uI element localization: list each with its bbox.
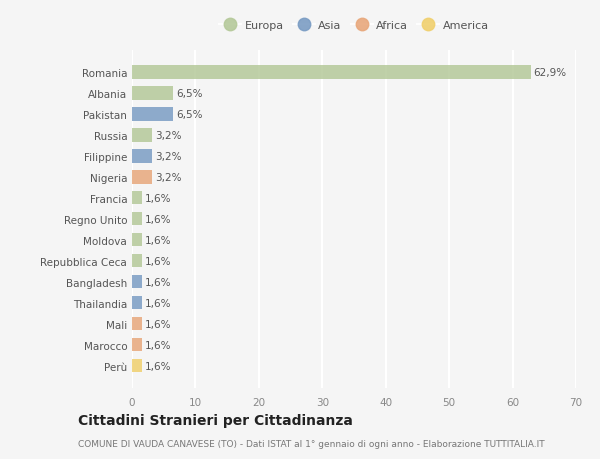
Bar [132,150,152,163]
Bar [132,338,142,352]
Text: 1,6%: 1,6% [145,256,171,266]
Text: Cittadini Stranieri per Cittadinanza: Cittadini Stranieri per Cittadinanza [78,414,353,428]
Bar [132,254,142,268]
Bar [132,170,152,184]
Text: 62,9%: 62,9% [533,67,566,78]
Text: 6,5%: 6,5% [176,110,202,119]
Text: 3,2%: 3,2% [155,172,181,182]
Bar [132,108,173,121]
Bar [132,296,142,310]
Text: 1,6%: 1,6% [145,193,171,203]
Text: 1,6%: 1,6% [145,298,171,308]
Bar [132,129,152,142]
Bar [132,359,142,373]
Legend: Europa, Asia, Africa, America: Europa, Asia, Africa, America [217,19,491,34]
Bar [132,275,142,289]
Text: 1,6%: 1,6% [145,214,171,224]
Text: 3,2%: 3,2% [155,130,181,140]
Bar [132,66,531,79]
Text: 1,6%: 1,6% [145,340,171,350]
Bar [132,233,142,247]
Bar [132,191,142,205]
Text: 1,6%: 1,6% [145,319,171,329]
Text: 1,6%: 1,6% [145,277,171,287]
Text: 6,5%: 6,5% [176,89,202,99]
Text: 1,6%: 1,6% [145,361,171,371]
Bar [132,87,173,101]
Text: 3,2%: 3,2% [155,151,181,162]
Bar [132,317,142,330]
Text: 1,6%: 1,6% [145,235,171,245]
Text: COMUNE DI VAUDA CANAVESE (TO) - Dati ISTAT al 1° gennaio di ogni anno - Elaboraz: COMUNE DI VAUDA CANAVESE (TO) - Dati IST… [78,439,545,448]
Bar [132,213,142,226]
